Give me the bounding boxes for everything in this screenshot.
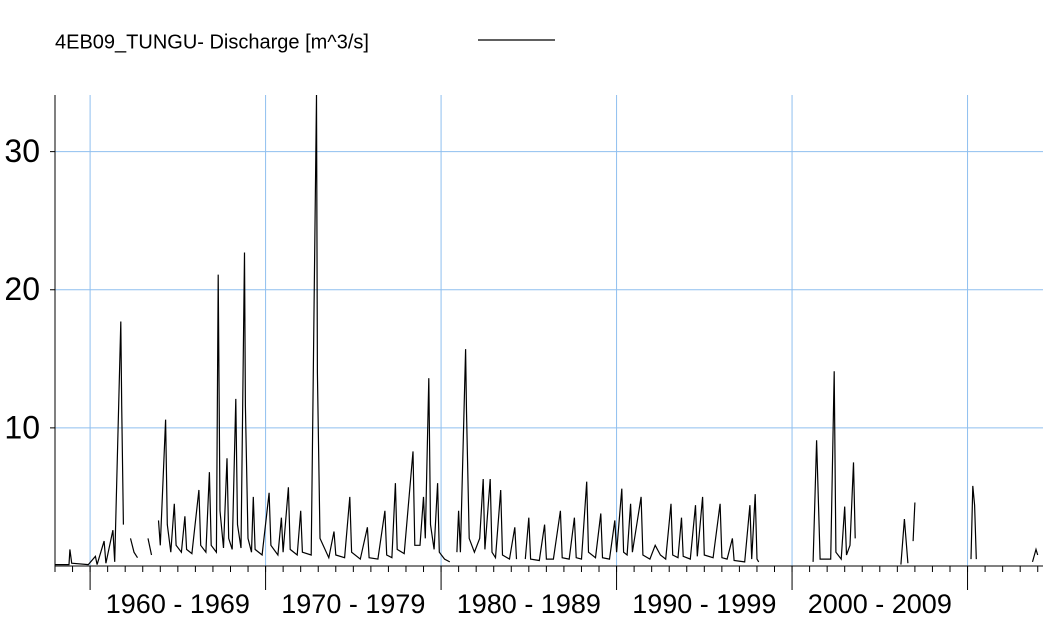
data-line — [912, 502, 916, 542]
x-tick-label: 1970 - 1979 — [281, 589, 425, 619]
y-tick-label: 20 — [4, 271, 40, 307]
y-tick-label: 30 — [4, 133, 40, 169]
data-line — [812, 371, 856, 562]
data-line — [157, 94, 451, 563]
data-line — [1031, 547, 1039, 563]
y-tick-label: 10 — [4, 409, 40, 445]
legend-label: 4EB09_TUNGU- Discharge [m^3/s] — [55, 31, 369, 53]
x-tick-label: 2000 - 2009 — [808, 589, 952, 619]
data-line — [524, 481, 760, 563]
x-tick-label: 1990 - 1999 — [632, 589, 776, 619]
x-tick-label: 1980 - 1989 — [457, 589, 601, 619]
data-line — [147, 538, 153, 556]
data-line — [55, 321, 124, 566]
data-line — [456, 349, 518, 561]
data-line — [129, 538, 139, 559]
data-line — [900, 518, 909, 565]
data-line — [970, 485, 977, 560]
x-tick-label: 1960 - 1969 — [106, 589, 250, 619]
